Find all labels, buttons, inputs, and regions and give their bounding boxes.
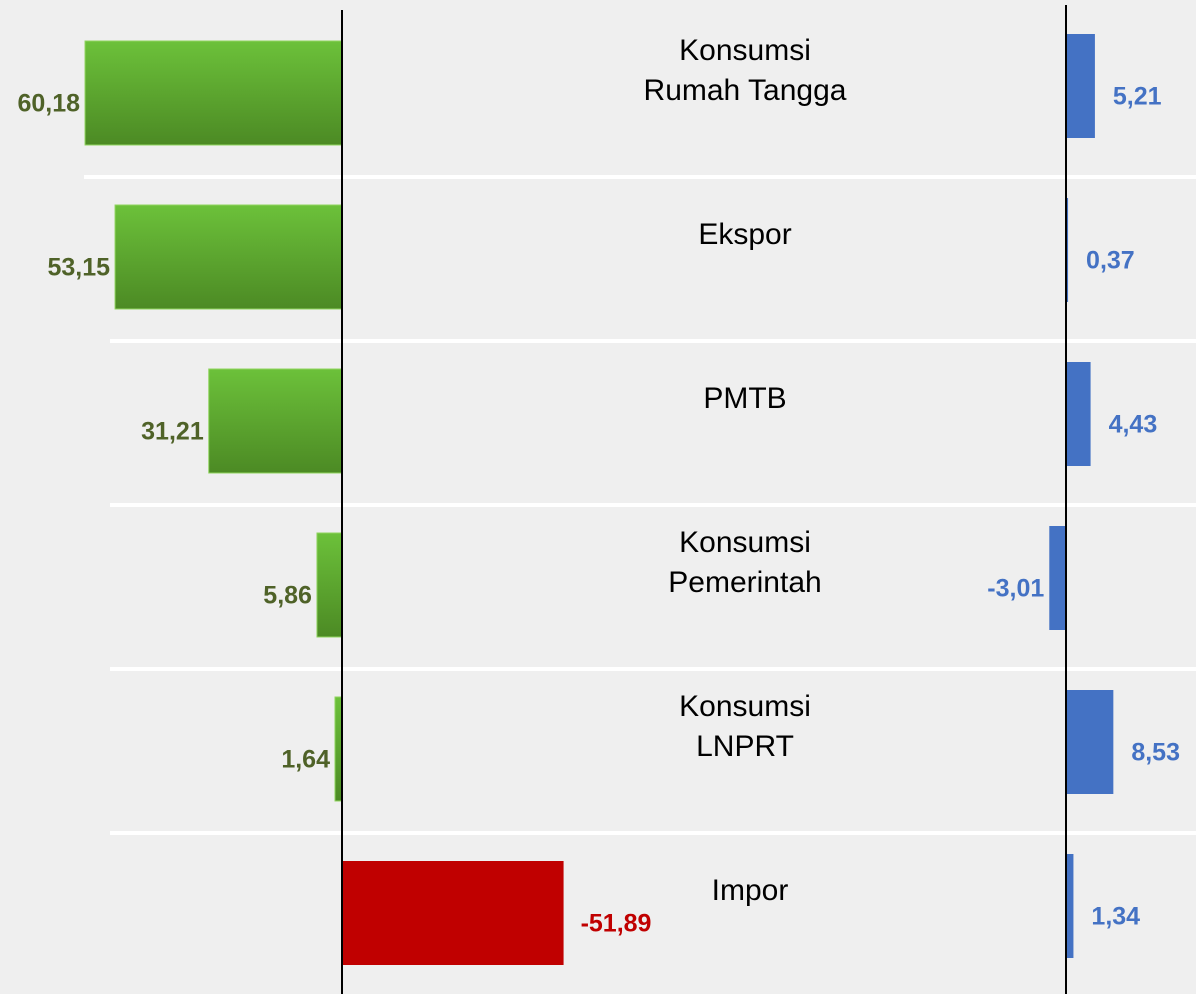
bar [334,696,343,802]
bar [84,40,343,146]
value-label: 4,43 [1109,411,1158,439]
bar [1066,690,1114,794]
value-label: 53,15 [47,254,110,282]
category-label: Ekspor [698,218,792,251]
value-label: -51,89 [581,910,652,938]
value-label: 5,21 [1113,83,1162,111]
bar [1049,526,1066,630]
bar [1066,854,1074,958]
bar [316,532,343,638]
value-label: 0,37 [1086,247,1135,275]
bar [1066,362,1091,466]
value-label: 1,64 [281,746,330,774]
category-label: Konsumsi Rumah Tangga [643,34,847,107]
bar [1066,34,1095,138]
bar [1066,198,1069,302]
category-label: Konsumsi Pemerintah [668,526,822,599]
category-label: Konsumsi LNPRT [679,690,811,763]
value-label: 5,86 [263,582,312,610]
bar [208,368,343,474]
category-label: Impor [711,874,789,907]
category-label: PMTB [703,382,787,415]
value-label: 31,21 [141,418,204,446]
value-label: 60,18 [17,90,80,118]
bar [342,861,564,965]
value-label: 1,34 [1091,903,1140,931]
bar [114,204,343,310]
value-label: -3,01 [987,575,1044,603]
value-label: 8,53 [1131,739,1180,767]
